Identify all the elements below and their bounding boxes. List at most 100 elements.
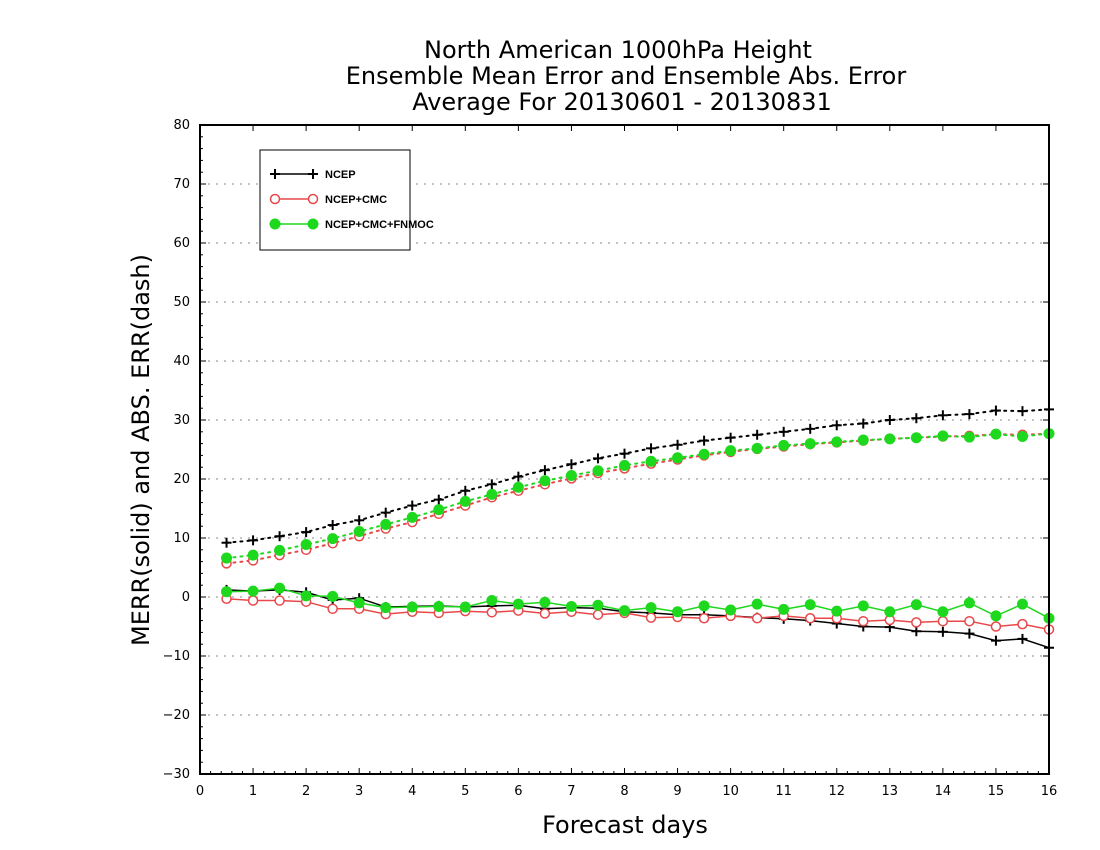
mean-error-line bbox=[225, 589, 1050, 649]
abs-error-point bbox=[248, 535, 259, 546]
mean-error-point bbox=[698, 612, 710, 624]
mean-error-point bbox=[1017, 618, 1028, 630]
mean-error-line bbox=[225, 587, 1050, 619]
abs-error-point bbox=[592, 465, 604, 477]
abs-error-point bbox=[990, 405, 1001, 416]
abs-error-point bbox=[699, 435, 710, 446]
legend-label: NCEP+CMC bbox=[325, 194, 387, 206]
mean-error-point bbox=[672, 606, 684, 618]
abs-error-point bbox=[380, 507, 391, 518]
abs-error-point bbox=[645, 455, 657, 467]
x-tick-label: 15 bbox=[988, 784, 1005, 799]
y-tick-label: 40 bbox=[173, 354, 190, 369]
abs-error-point bbox=[672, 452, 684, 464]
abs-error-point bbox=[459, 495, 471, 507]
abs-error-point bbox=[805, 423, 816, 434]
abs-error-point bbox=[619, 448, 630, 459]
x-tick-label: 8 bbox=[620, 784, 628, 799]
x-tick-label: 2 bbox=[302, 784, 310, 799]
mean-error-point bbox=[778, 603, 790, 615]
x-tick-label: 10 bbox=[722, 784, 739, 799]
mean-error-point bbox=[884, 606, 896, 618]
plot-area-frame bbox=[199, 124, 1050, 775]
chart-title-line-2: Ensemble Mean Error and Ensemble Abs. Er… bbox=[346, 62, 907, 90]
abs-error-point bbox=[247, 549, 259, 561]
mean-error-point bbox=[911, 617, 922, 628]
legend-label: NCEP bbox=[325, 169, 356, 181]
mean-error-point bbox=[406, 601, 418, 613]
abs-error-point bbox=[274, 544, 286, 556]
mean-error-point bbox=[911, 626, 922, 637]
abs-error-point bbox=[433, 494, 444, 505]
y-tick-label: 20 bbox=[173, 472, 190, 487]
mean-error-line bbox=[225, 598, 1050, 631]
abs-error-point bbox=[1017, 406, 1028, 417]
mean-error-point bbox=[459, 601, 471, 613]
mean-error-point bbox=[512, 598, 524, 610]
mean-error-point bbox=[990, 635, 1001, 646]
mean-error-point bbox=[433, 600, 445, 612]
mean-error-point bbox=[221, 586, 233, 598]
y-tick-label: −20 bbox=[163, 708, 190, 723]
legend-marker bbox=[269, 193, 281, 205]
abs-error-point bbox=[300, 538, 312, 550]
legend: NCEP NCEP+CMC NCEP+CMC+FNMOC bbox=[259, 149, 434, 251]
abs-error-point bbox=[301, 527, 312, 538]
mean-error-point bbox=[247, 595, 259, 606]
abs-error-point bbox=[752, 429, 763, 440]
abs-error-point bbox=[353, 526, 365, 538]
series-ncep-cmc-fnmoc bbox=[221, 428, 1055, 624]
mean-error-point bbox=[353, 597, 365, 609]
abs-error-point bbox=[221, 537, 232, 548]
chart-title: North American 1000hPa Height Ensemble M… bbox=[346, 36, 907, 116]
abs-error-point bbox=[354, 515, 365, 526]
y-tick-label: 80 bbox=[173, 118, 190, 133]
mean-error-point bbox=[858, 615, 869, 627]
abs-error-point bbox=[327, 520, 338, 531]
series-ncep-cmc bbox=[221, 428, 1055, 635]
mean-error-point bbox=[698, 600, 710, 612]
mean-error-point bbox=[1017, 633, 1028, 644]
abs-error-point bbox=[646, 443, 657, 454]
mean-error-point bbox=[274, 582, 286, 594]
x-tick-label: 5 bbox=[461, 784, 469, 799]
abs-error-point bbox=[433, 504, 445, 516]
mean-error-point bbox=[751, 598, 763, 610]
mean-error-point bbox=[937, 615, 949, 627]
abs-error-point bbox=[963, 431, 975, 443]
y-tick-label: 70 bbox=[173, 177, 190, 192]
mean-error-point bbox=[804, 599, 816, 611]
x-tick-label: 7 bbox=[567, 784, 575, 799]
y-tick-label: −30 bbox=[163, 767, 190, 782]
abs-error-point bbox=[778, 439, 790, 451]
legend-marker bbox=[307, 218, 319, 230]
mean-error-point bbox=[963, 597, 975, 609]
x-tick-label: 4 bbox=[408, 784, 416, 799]
mean-error-point bbox=[964, 615, 975, 627]
mean-error-point bbox=[592, 599, 604, 611]
mean-error-point bbox=[751, 612, 763, 624]
x-tick-label: 16 bbox=[1041, 784, 1058, 799]
mean-error-point bbox=[990, 621, 1002, 632]
legend-marker bbox=[269, 218, 281, 230]
x-tick-label: 14 bbox=[935, 784, 952, 799]
mean-error-point bbox=[592, 609, 604, 620]
mean-error-point bbox=[990, 610, 1002, 622]
abs-error-point bbox=[884, 433, 896, 445]
abs-error-point bbox=[884, 415, 895, 425]
mean-error-point bbox=[1016, 598, 1028, 610]
legend-marker bbox=[270, 169, 280, 179]
y-tick-label: 0 bbox=[182, 590, 190, 605]
legend-marker bbox=[308, 169, 318, 179]
x-tick-label: 11 bbox=[775, 784, 792, 799]
mean-error-point bbox=[327, 590, 339, 602]
legend-marker bbox=[307, 193, 319, 205]
gridlines bbox=[200, 183, 1049, 716]
mean-error-point bbox=[937, 626, 948, 637]
mean-error-point bbox=[619, 605, 630, 617]
y-tick-label: 60 bbox=[173, 236, 190, 251]
mean-error-point bbox=[486, 607, 498, 618]
abs-error-point bbox=[221, 552, 233, 564]
x-tick-label: 6 bbox=[514, 784, 522, 799]
